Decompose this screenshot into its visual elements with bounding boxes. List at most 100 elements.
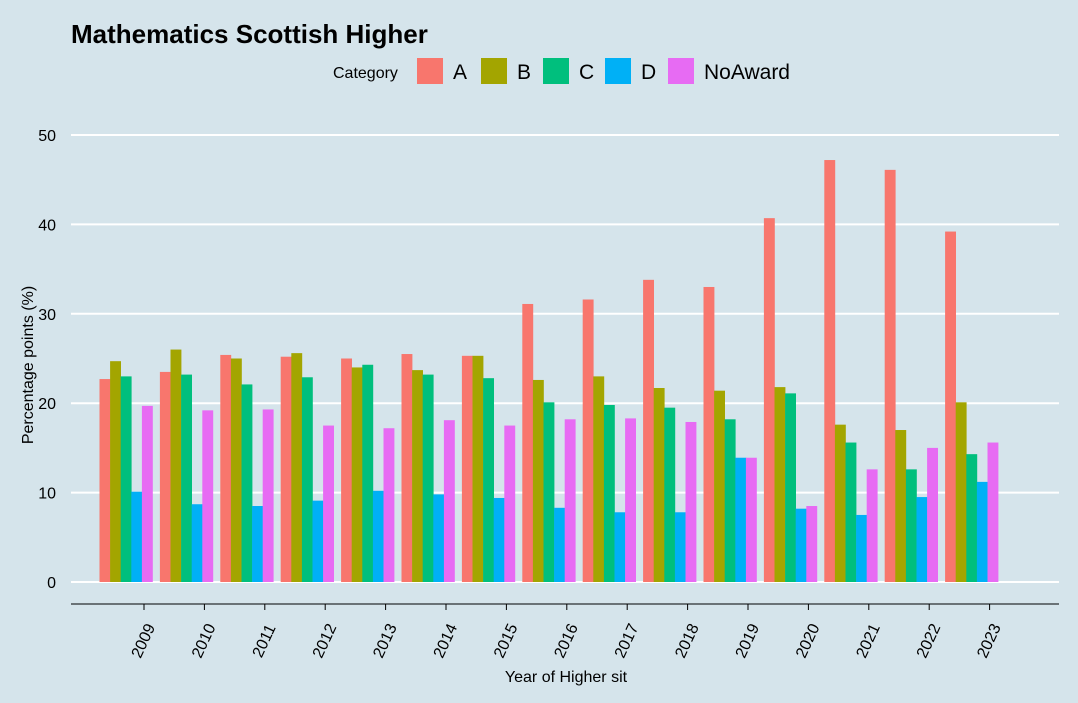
y-axis-title: Percentage points (%) [20, 286, 37, 444]
bar-A-2013 [341, 358, 352, 582]
legend-label-A: A [453, 61, 467, 84]
y-tick-label: 0 [47, 575, 56, 592]
bar-C-2023 [966, 454, 978, 582]
bars [99, 160, 999, 583]
bar-NoAward-2017 [625, 418, 636, 582]
x-tick-label: 2011 [250, 622, 280, 660]
bar-A-2021 [824, 160, 836, 583]
bar-NoAward-2021 [866, 469, 878, 582]
bar-NoAward-2023 [987, 442, 999, 582]
x-tick-label: 2017 [612, 621, 642, 661]
bar-C-2021 [845, 442, 857, 582]
bar-A-2017 [582, 299, 594, 582]
bar-D-2011 [252, 506, 263, 582]
bar-D-2013 [372, 490, 384, 582]
legend-swatch-NoAward [668, 58, 694, 84]
bar-B-2019 [714, 390, 725, 582]
y-tick-label: 40 [38, 217, 56, 234]
x-tick-label: 2016 [551, 621, 581, 661]
bar-NoAward-2019 [745, 457, 757, 582]
bar-A-2015 [461, 355, 473, 582]
bar-NoAward-2016 [564, 419, 576, 582]
bar-D-2023 [976, 481, 988, 582]
bar-B-2010 [170, 349, 182, 582]
bar-A-2023 [945, 231, 956, 582]
y-axis-ticks: 0 10 20 30 40 50 [38, 128, 56, 592]
bar-D-2019 [735, 457, 747, 582]
legend-label-C: C [579, 61, 594, 84]
x-tick-label: 2015 [491, 621, 521, 661]
bar-D-2016 [554, 507, 565, 582]
bar-A-2018 [643, 279, 654, 582]
y-tick-label: 50 [38, 128, 56, 145]
bar-A-2012 [280, 356, 292, 582]
bar-NoAward-2012 [323, 425, 334, 582]
bar-C-2009 [120, 376, 132, 582]
chart-title: Mathematics Scottish Higher [71, 19, 428, 49]
bar-D-2020 [795, 508, 807, 582]
bar-D-2012 [312, 500, 324, 582]
legend-swatch-A [417, 58, 443, 84]
bar-C-2015 [483, 378, 494, 582]
x-tick-label: 2014 [431, 621, 461, 661]
bar-B-2018 [653, 388, 665, 582]
x-tick-label: 2013 [370, 621, 400, 661]
bar-NoAward-2015 [504, 425, 516, 582]
bar-NoAward-2020 [806, 506, 818, 582]
bar-D-2017 [614, 512, 626, 582]
bar-C-2012 [301, 377, 313, 582]
bar-A-2022 [884, 169, 896, 582]
bar-B-2009 [110, 361, 121, 582]
legend: Category A B C D NoAward [333, 58, 790, 84]
bar-NoAward-2011 [262, 409, 274, 582]
bar-D-2015 [493, 497, 505, 582]
x-tick-label: 2022 [914, 621, 944, 661]
y-tick-label: 20 [38, 396, 56, 413]
y-tick-label: 30 [38, 307, 56, 324]
legend-label-D: D [641, 61, 656, 84]
x-axis-ticks: 2009 2010 2011 2012 2013 2014 2015 2016 2017 2018… [129, 604, 1005, 661]
bar-B-2016 [532, 379, 544, 582]
bar-NoAward-2009 [141, 405, 153, 582]
bar-B-2015 [472, 355, 484, 582]
bar-C-2017 [603, 404, 615, 582]
bar-D-2014 [433, 494, 445, 582]
bar-B-2020 [774, 387, 786, 582]
x-tick-label: 2018 [672, 621, 702, 661]
bar-C-2022 [905, 469, 917, 582]
bar-A-2014 [401, 354, 413, 582]
bar-NoAward-2014 [443, 420, 455, 582]
bar-A-2011 [220, 354, 232, 582]
x-tick-label: 2020 [793, 621, 823, 661]
bar-C-2020 [785, 393, 796, 582]
x-tick-label: 2010 [189, 621, 219, 661]
x-tick-label: 2009 [129, 621, 159, 661]
bar-NoAward-2010 [202, 410, 214, 582]
bar-B-2011 [230, 358, 242, 582]
bar-B-2017 [593, 376, 605, 582]
legend-label-NoAward: NoAward [704, 61, 790, 84]
bar-C-2013 [362, 364, 374, 582]
bar-A-2016 [522, 303, 534, 582]
bar-C-2010 [181, 374, 192, 582]
x-tick-label: 2012 [310, 621, 340, 661]
bar-C-2011 [241, 384, 253, 582]
bar-D-2021 [856, 514, 867, 582]
bar-B-2012 [291, 353, 303, 582]
bar-A-2009 [99, 379, 111, 582]
bar-C-2014 [422, 374, 434, 582]
y-tick-label: 10 [38, 486, 56, 503]
bar-D-2009 [131, 491, 143, 582]
bar-C-2018 [664, 407, 676, 582]
bar-B-2014 [412, 370, 423, 582]
bar-D-2022 [916, 497, 928, 582]
bar-C-2016 [543, 402, 555, 582]
bar-D-2010 [191, 504, 203, 582]
bar-B-2021 [834, 424, 846, 582]
bar-NoAward-2018 [685, 421, 697, 582]
legend-title: Category [333, 65, 398, 82]
legend-swatch-D [605, 58, 631, 84]
x-tick-label: 2023 [974, 621, 1004, 661]
x-tick-label: 2019 [733, 621, 763, 661]
